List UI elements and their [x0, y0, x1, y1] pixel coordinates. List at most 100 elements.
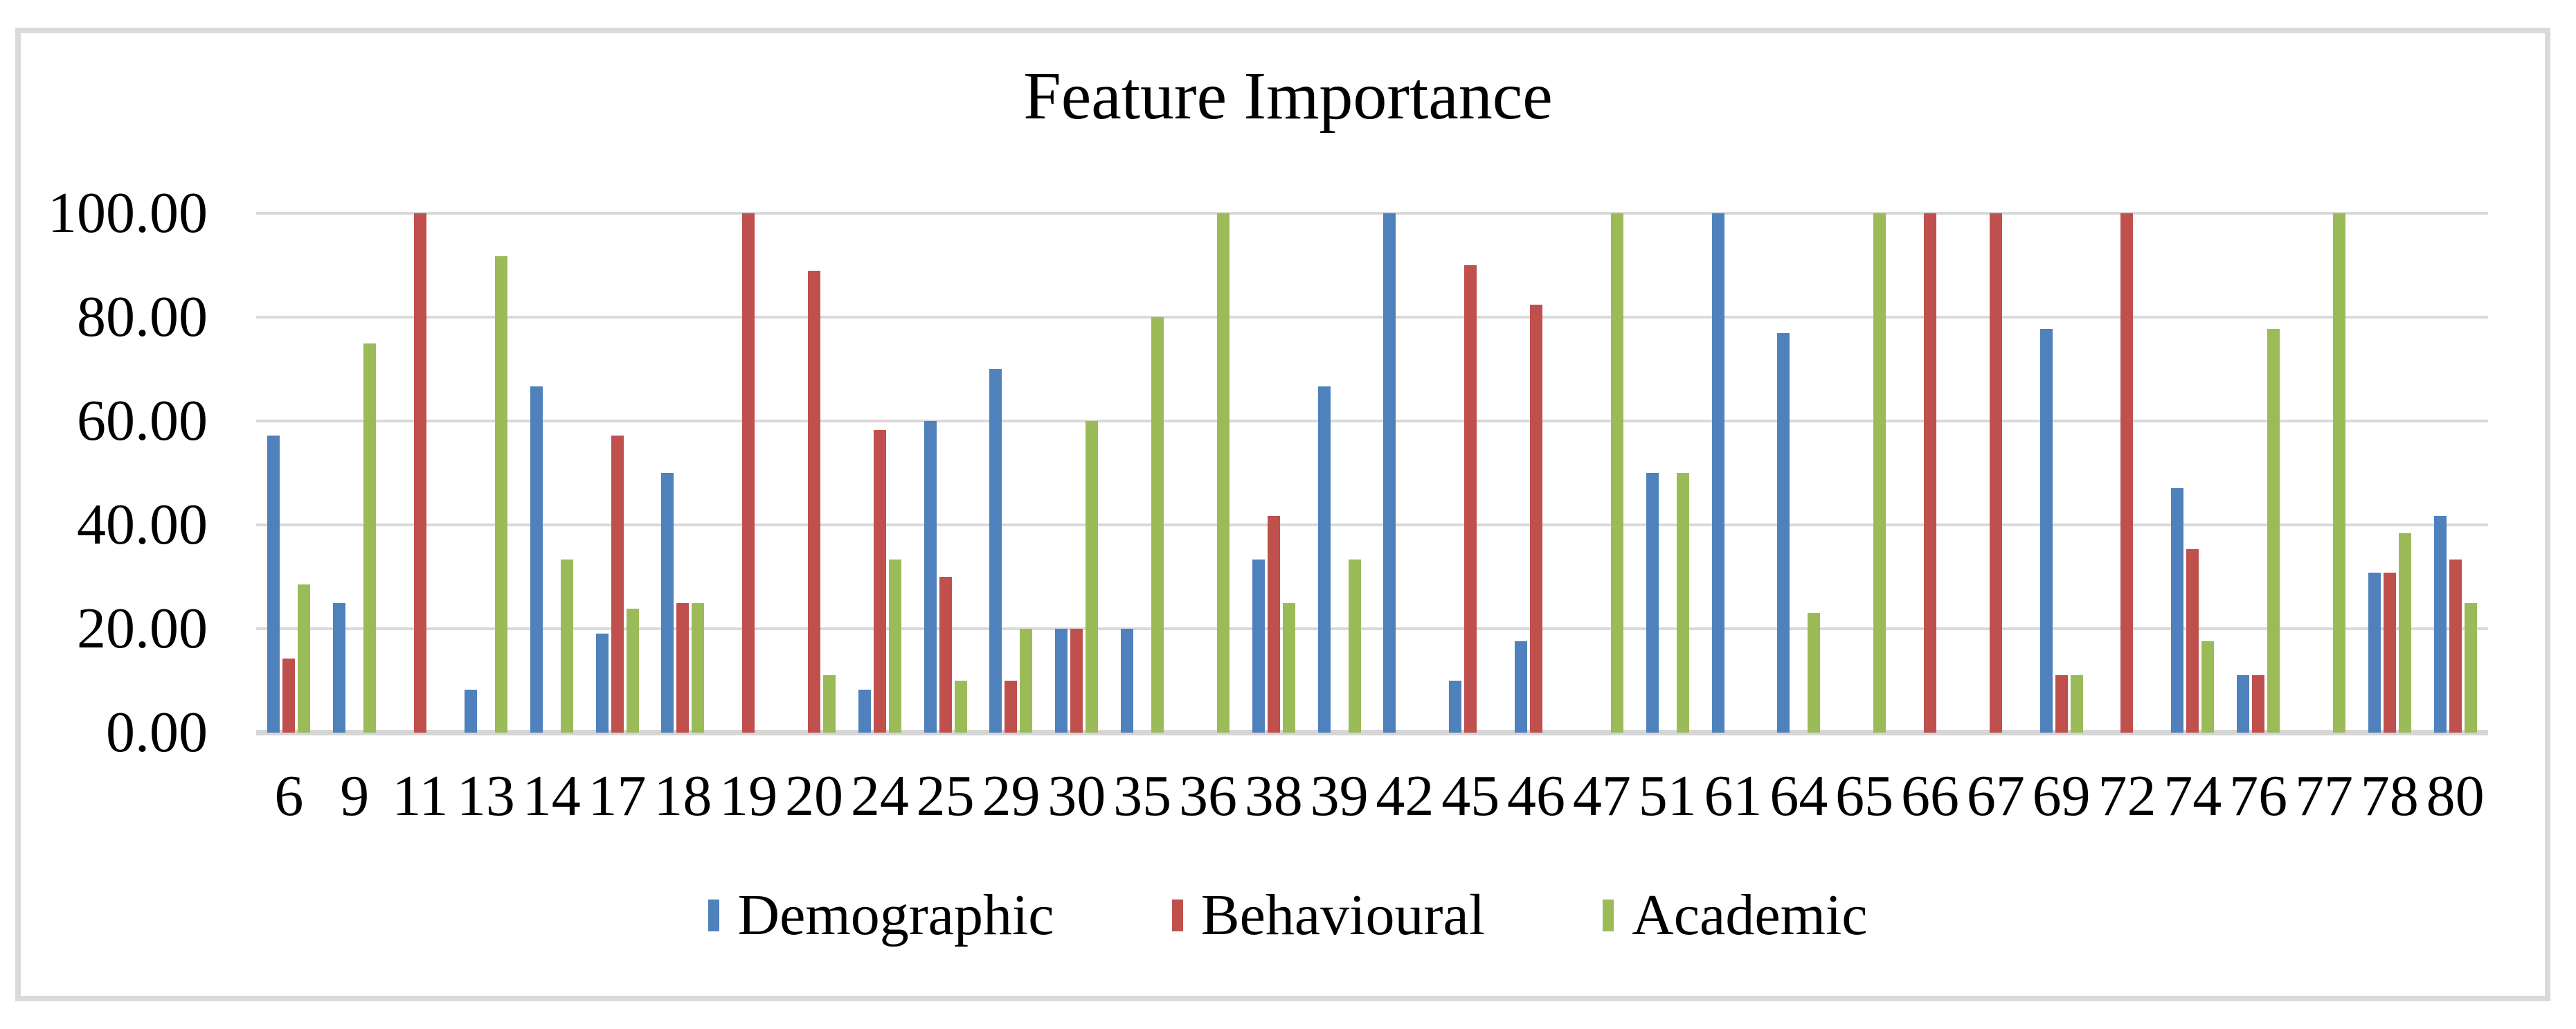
bar-behavioural-78 [2383, 573, 2396, 733]
x-axis-label-6: 6 [274, 764, 304, 828]
bar-academic-74 [2201, 641, 2215, 733]
x-axis-label-47: 47 [1572, 764, 1631, 828]
x-axis-label-18: 18 [654, 764, 712, 828]
legend: Demographic Behavioural Academic [0, 881, 2576, 950]
gridline-20 [256, 627, 2488, 630]
bar-academic-78 [2398, 533, 2411, 733]
bar-demographic-29 [989, 369, 1002, 733]
x-axis-label-35: 35 [1113, 764, 1172, 828]
x-axis-label-29: 29 [982, 764, 1041, 828]
legend-label-academic: Academic [1632, 883, 1868, 947]
chart-title: Feature Importance [1023, 59, 1553, 134]
bar-group-42 [1372, 213, 1438, 733]
bar-behavioural-46 [1530, 305, 1543, 733]
y-axis-label-60: 60.00 [77, 388, 208, 453]
x-axis-label-66: 66 [1901, 764, 1959, 828]
x-axis-label-64: 64 [1769, 764, 1828, 828]
bar-group-30 [1044, 213, 1110, 733]
bar-group-77 [2291, 213, 2357, 733]
bar-behavioural-30 [1070, 629, 1083, 733]
legend-item-academic: Academic [1603, 881, 1868, 950]
y-axis-label-80: 80.00 [77, 285, 208, 349]
bar-demographic-42 [1383, 213, 1396, 733]
bar-group-78 [2357, 213, 2422, 733]
bar-group-17 [584, 213, 650, 733]
y-axis-label-100: 100.00 [48, 181, 208, 245]
chart-border [15, 28, 2550, 1001]
bar-behavioural-18 [676, 602, 690, 733]
bar-academic-51 [1676, 473, 1689, 733]
x-axis-label-14: 14 [522, 764, 581, 828]
bar-behavioural-76 [2252, 674, 2265, 733]
legend-label-behavioural: Behavioural [1200, 883, 1486, 947]
bar-behavioural-69 [2055, 674, 2068, 733]
bar-academic-13 [494, 256, 507, 733]
x-axis-label-51: 51 [1638, 764, 1697, 828]
bar-group-61 [1700, 213, 1766, 733]
bar-group-29 [978, 213, 1044, 733]
legend-swatch-behavioural [1171, 900, 1183, 931]
bar-demographic-39 [1317, 386, 1331, 733]
bar-behavioural-6 [282, 658, 296, 733]
x-axis-label-69: 69 [2032, 764, 2091, 828]
bar-demographic-74 [2171, 488, 2184, 733]
bar-academic-76 [2267, 328, 2280, 733]
x-axis-label-72: 72 [2098, 764, 2156, 828]
bar-demographic-69 [2039, 328, 2053, 733]
gridline-0 [256, 730, 2488, 735]
bar-group-18 [650, 213, 716, 733]
bar-academic-77 [2332, 213, 2345, 733]
x-axis-label-25: 25 [916, 764, 975, 828]
bar-academic-65 [1873, 213, 1886, 733]
bar-academic-14 [560, 560, 573, 733]
bar-group-13 [453, 213, 519, 733]
bar-academic-39 [1348, 560, 1361, 733]
bar-behavioural-19 [742, 213, 755, 733]
bar-academic-18 [692, 602, 705, 733]
bar-behavioural-20 [807, 271, 820, 733]
legend-label-demographic: Demographic [737, 883, 1054, 947]
bar-academic-6 [298, 584, 311, 733]
bar-behavioural-66 [1923, 213, 1936, 733]
bar-behavioural-38 [1267, 516, 1280, 733]
bar-behavioural-25 [939, 577, 952, 733]
plot-area [256, 212, 2488, 735]
bar-group-66 [1898, 213, 1963, 733]
bar-group-25 [912, 213, 978, 733]
bar-group-67 [1963, 213, 2028, 733]
bar-demographic-61 [1711, 213, 1724, 733]
bar-academic-30 [1086, 421, 1099, 733]
bar-demographic-24 [858, 689, 871, 733]
y-axis-label-20: 20.00 [77, 596, 208, 661]
x-axis-label-9: 9 [340, 764, 370, 828]
x-axis-label-42: 42 [1376, 764, 1434, 828]
bar-demographic-9 [333, 602, 346, 733]
bar-group-69 [2028, 213, 2094, 733]
x-axis-label-65: 65 [1835, 764, 1894, 828]
bar-demographic-80 [2433, 516, 2447, 733]
bar-demographic-13 [464, 689, 477, 733]
y-axis-label-0: 0.00 [106, 700, 208, 764]
legend-item-demographic: Demographic [708, 881, 1054, 950]
x-axis-label-13: 13 [456, 764, 515, 828]
bar-academic-20 [822, 674, 836, 733]
bar-academic-29 [1020, 629, 1033, 733]
bar-demographic-18 [661, 473, 674, 733]
bar-demographic-38 [1252, 560, 1265, 733]
bar-group-46 [1504, 213, 1569, 733]
bar-group-74 [2160, 213, 2226, 733]
bar-group-6 [256, 213, 322, 733]
x-axis-label-30: 30 [1047, 764, 1106, 828]
bar-demographic-78 [2368, 573, 2381, 733]
bar-academic-36 [1216, 213, 1230, 733]
gridline-100 [256, 212, 2488, 215]
x-axis-label-78: 78 [2360, 764, 2419, 828]
bar-behavioural-45 [1464, 265, 1477, 733]
bar-behavioural-17 [611, 436, 624, 733]
x-axis-label-74: 74 [2163, 764, 2222, 828]
bar-group-20 [782, 213, 847, 733]
bar-demographic-14 [530, 386, 543, 733]
x-axis-label-17: 17 [588, 764, 647, 828]
x-axis-label-46: 46 [1507, 764, 1566, 828]
x-axis-label-19: 19 [719, 764, 778, 828]
